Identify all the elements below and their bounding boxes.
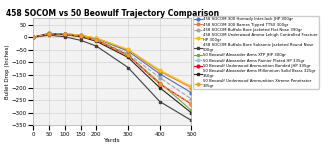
458 SOCOM 300 Barnes Tipped TTSX 300gr — [126, 49, 130, 51]
Line: 458 SOCOM 300 Barnes Tipped TTSX 300gr: 458 SOCOM 300 Barnes Tipped TTSX 300gr — [32, 32, 193, 89]
50 Beowulf Alexander Arms Rainier Plated HP 335gr — [63, 33, 67, 35]
50 Beowulf Alexander Arms Rainier Plated HP 335gr — [189, 103, 193, 105]
Line: 50 Beowulf Alexander Arms Rainier Plated HP 335gr: 50 Beowulf Alexander Arms Rainier Plated… — [32, 32, 193, 105]
458 SOCOM Buffalo Bore Jacketed Flat Nose 390gr — [189, 98, 193, 100]
50 Beowulf Alexander Arms XTP JHP 300gr — [63, 33, 67, 35]
Line: 458 SOCOM Buffalo Bore Jacketed Flat Nose 390gr: 458 SOCOM Buffalo Bore Jacketed Flat Nos… — [32, 32, 193, 100]
Line: 50 Beowulf Underwood Ammunition Bonded JHP 335gr: 50 Beowulf Underwood Ammunition Bonded J… — [32, 32, 193, 105]
50 Beowulf Alexander Arms Millennium Solid Brass 325gr
350gr — [94, 40, 98, 42]
458 SOCOM Buffalo Bore Jacketed Flat Nose 390gr — [158, 77, 162, 78]
50 Beowulf Alexander Arms Millennium Solid Brass 325gr
350gr — [189, 112, 193, 114]
458 SOCOM 300 Barnes Tipped TTSX 300gr — [94, 37, 98, 39]
458 SOCOM Buffalo Bore Subsonic Jacketed Round Nose
500gr — [47, 34, 51, 36]
Title: 458 SOCOM vs 50 Beowulf Trajectory Comparison: 458 SOCOM vs 50 Beowulf Trajectory Compa… — [6, 9, 219, 18]
50 Beowulf Alexander Arms XTP JHP 300gr — [79, 35, 82, 37]
458 SOCOM 300 Barnes Tipped TTSX 300gr — [63, 33, 67, 35]
458 SOCOM Underwood Ammo Lehigh Controlled Fracture
HP 300gr — [63, 33, 67, 35]
Line: 458 SOCOM Underwood Ammo Lehigh Controlled Fracture
HP 300gr: 458 SOCOM Underwood Ammo Lehigh Controll… — [32, 32, 193, 88]
458 SOCOM 300 Hornady Inter-lock JHP 300gr — [126, 50, 130, 52]
50 Beowulf Alexander Arms Rainier Plated HP 335gr — [126, 54, 130, 56]
458 SOCOM Buffalo Bore Subsonic Jacketed Round Nose
500gr — [189, 119, 193, 121]
50 Beowulf Alexander Arms XTP JHP 300gr — [94, 39, 98, 41]
50 Beowulf Alexander Arms Millennium Solid Brass 325gr
350gr — [79, 36, 82, 38]
50 Beowulf Underwood Ammunition Bonded JHP 335gr — [158, 83, 162, 85]
50 Beowulf Alexander Arms Rainier Plated HP 335gr — [94, 39, 98, 41]
458 SOCOM 300 Barnes Tipped TTSX 300gr — [79, 34, 82, 36]
458 SOCOM Buffalo Bore Subsonic Jacketed Round Nose
500gr — [63, 36, 67, 38]
458 SOCOM Buffalo Bore Subsonic Jacketed Round Nose
500gr — [126, 67, 130, 68]
50 Beowulf Underwood Ammunition Bonded JHP 335gr — [79, 35, 82, 37]
Legend: 458 SOCOM 300 Hornady Inter-lock JHP 300gr, 458 SOCOM 300 Barnes Tipped TTSX 300: 458 SOCOM 300 Hornady Inter-lock JHP 300… — [193, 16, 319, 89]
Line: 50 Beowulf Alexander Arms Millennium Solid Brass 325gr
350gr: 50 Beowulf Alexander Arms Millennium Sol… — [32, 33, 193, 114]
458 SOCOM Buffalo Bore Jacketed Flat Nose 390gr — [47, 33, 51, 35]
458 SOCOM 300 Hornady Inter-lock JHP 300gr — [94, 38, 98, 39]
458 SOCOM Buffalo Bore Jacketed Flat Nose 390gr — [94, 39, 98, 41]
458 SOCOM Underwood Ammo Lehigh Controlled Fracture
HP 300gr — [94, 37, 98, 39]
50 Beowulf Alexander Arms Millennium Solid Brass 325gr
350gr — [63, 34, 67, 36]
458 SOCOM Buffalo Bore Jacketed Flat Nose 390gr — [126, 53, 130, 55]
50 Beowulf Underwood Ammunition Xtreme Penetrator
335gr — [189, 103, 193, 105]
458 SOCOM Underwood Ammo Lehigh Controlled Fracture
HP 300gr — [158, 69, 162, 71]
Y-axis label: Bullet Drop (Inches): Bullet Drop (Inches) — [5, 45, 10, 99]
50 Beowulf Underwood Ammunition Xtreme Penetrator
335gr — [158, 83, 162, 85]
50 Beowulf Alexander Arms XTP JHP 300gr — [189, 109, 193, 111]
50 Beowulf Underwood Ammunition Bonded JHP 335gr — [189, 103, 193, 105]
50 Beowulf Underwood Ammunition Xtreme Penetrator
335gr — [94, 39, 98, 41]
458 SOCOM 300 Hornady Inter-lock JHP 300gr — [189, 92, 193, 94]
458 SOCOM 300 Barnes Tipped TTSX 300gr — [47, 33, 51, 34]
50 Beowulf Alexander Arms Rainier Plated HP 335gr — [79, 35, 82, 37]
50 Beowulf Alexander Arms XTP JHP 300gr — [31, 36, 35, 38]
Line: 458 SOCOM 300 Hornady Inter-lock JHP 300gr: 458 SOCOM 300 Hornady Inter-lock JHP 300… — [32, 32, 193, 94]
50 Beowulf Alexander Arms Millennium Solid Brass 325gr
350gr — [31, 36, 35, 38]
458 SOCOM Buffalo Bore Subsonic Jacketed Round Nose
500gr — [31, 36, 35, 38]
50 Beowulf Underwood Ammunition Xtreme Penetrator
335gr — [31, 36, 35, 38]
458 SOCOM Buffalo Bore Jacketed Flat Nose 390gr — [31, 36, 35, 38]
X-axis label: Yards: Yards — [104, 138, 120, 143]
458 SOCOM Underwood Ammo Lehigh Controlled Fracture
HP 300gr — [47, 33, 51, 34]
50 Beowulf Underwood Ammunition Bonded JHP 335gr — [47, 33, 51, 35]
458 SOCOM 300 Barnes Tipped TTSX 300gr — [158, 70, 162, 72]
458 SOCOM Underwood Ammo Lehigh Controlled Fracture
HP 300gr — [31, 36, 35, 38]
50 Beowulf Alexander Arms Millennium Solid Brass 325gr
350gr — [47, 33, 51, 35]
458 SOCOM Buffalo Bore Subsonic Jacketed Round Nose
500gr — [158, 101, 162, 103]
50 Beowulf Alexander Arms Millennium Solid Brass 325gr
350gr — [126, 56, 130, 58]
458 SOCOM Buffalo Bore Subsonic Jacketed Round Nose
500gr — [79, 39, 82, 41]
458 SOCOM 300 Hornady Inter-lock JHP 300gr — [63, 33, 67, 35]
458 SOCOM 300 Barnes Tipped TTSX 300gr — [189, 87, 193, 89]
458 SOCOM Buffalo Bore Jacketed Flat Nose 390gr — [63, 33, 67, 35]
458 SOCOM Buffalo Bore Jacketed Flat Nose 390gr — [79, 35, 82, 37]
50 Beowulf Underwood Ammunition Bonded JHP 335gr — [63, 33, 67, 35]
458 SOCOM 300 Barnes Tipped TTSX 300gr — [31, 36, 35, 38]
50 Beowulf Underwood Ammunition Bonded JHP 335gr — [126, 54, 130, 56]
458 SOCOM Underwood Ammo Lehigh Controlled Fracture
HP 300gr — [189, 86, 193, 87]
458 SOCOM 300 Hornady Inter-lock JHP 300gr — [158, 73, 162, 75]
50 Beowulf Alexander Arms XTP JHP 300gr — [158, 82, 162, 84]
50 Beowulf Alexander Arms XTP JHP 300gr — [126, 54, 130, 56]
50 Beowulf Underwood Ammunition Xtreme Penetrator
335gr — [79, 35, 82, 37]
50 Beowulf Underwood Ammunition Bonded JHP 335gr — [94, 39, 98, 41]
50 Beowulf Underwood Ammunition Xtreme Penetrator
335gr — [126, 54, 130, 56]
50 Beowulf Underwood Ammunition Bonded JHP 335gr — [31, 36, 35, 38]
50 Beowulf Alexander Arms Rainier Plated HP 335gr — [31, 36, 35, 38]
458 SOCOM Underwood Ammo Lehigh Controlled Fracture
HP 300gr — [126, 49, 130, 50]
50 Beowulf Underwood Ammunition Xtreme Penetrator
335gr — [47, 33, 51, 35]
50 Beowulf Alexander Arms XTP JHP 300gr — [47, 33, 51, 35]
458 SOCOM Underwood Ammo Lehigh Controlled Fracture
HP 300gr — [79, 34, 82, 36]
50 Beowulf Alexander Arms Millennium Solid Brass 325gr
350gr — [158, 87, 162, 89]
Line: 458 SOCOM Buffalo Bore Subsonic Jacketed Round Nose
500gr: 458 SOCOM Buffalo Bore Subsonic Jacketed… — [32, 34, 193, 122]
458 SOCOM 300 Hornady Inter-lock JHP 300gr — [31, 36, 35, 38]
458 SOCOM Buffalo Bore Subsonic Jacketed Round Nose
500gr — [94, 45, 98, 47]
50 Beowulf Alexander Arms Rainier Plated HP 335gr — [158, 83, 162, 85]
458 SOCOM 300 Hornady Inter-lock JHP 300gr — [47, 33, 51, 34]
Line: 50 Beowulf Underwood Ammunition Xtreme Penetrator
335gr: 50 Beowulf Underwood Ammunition Xtreme P… — [32, 32, 193, 105]
Line: 50 Beowulf Alexander Arms XTP JHP 300gr: 50 Beowulf Alexander Arms XTP JHP 300gr — [32, 32, 193, 112]
50 Beowulf Alexander Arms Rainier Plated HP 335gr — [47, 33, 51, 35]
458 SOCOM 300 Hornady Inter-lock JHP 300gr — [79, 34, 82, 36]
50 Beowulf Underwood Ammunition Xtreme Penetrator
335gr — [63, 33, 67, 35]
